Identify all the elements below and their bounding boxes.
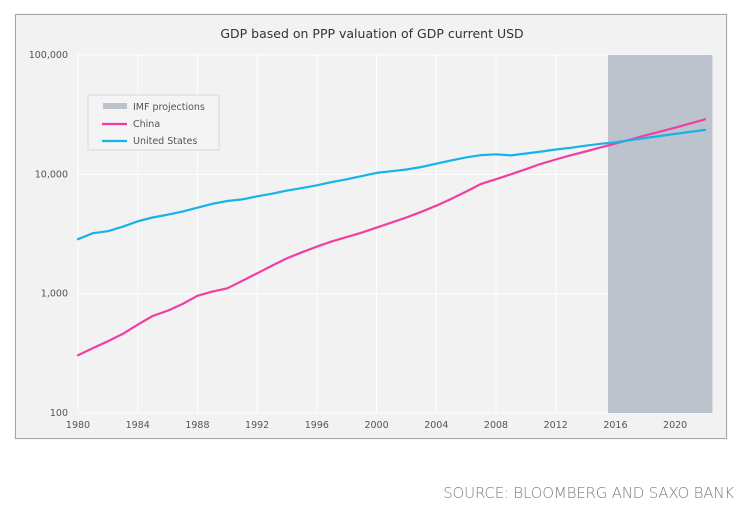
- x-axis: 1980 1984 1988 1992 1996 2000 2004 2008 2012 2016…: [66, 420, 687, 431]
- legend: IMF projections China United States: [87, 94, 220, 151]
- x-tick-label: 1984: [126, 420, 150, 431]
- x-tick-label: 2008: [484, 420, 508, 431]
- x-tick-label: 2016: [603, 420, 627, 431]
- series-lines: [76, 118, 707, 357]
- series-line-united-states: [76, 128, 707, 241]
- x-tick-label: 2000: [364, 420, 388, 431]
- x-tick-label: 1988: [185, 420, 209, 431]
- legend-swatch-imf-projections: [103, 103, 127, 109]
- chart-container: GDP based on PPP valuation of GDP curren…: [15, 14, 727, 439]
- projection-band: [607, 55, 713, 413]
- y-tick-label: 10,000: [35, 169, 68, 180]
- y-axis: 100 1,000 10,000 100,000: [29, 50, 68, 419]
- x-tick-label: 1996: [305, 420, 329, 431]
- legend-label-imf-projections: IMF projections: [133, 102, 205, 113]
- x-tick-label: 2012: [544, 420, 568, 431]
- y-tick-label: 1,000: [41, 289, 68, 300]
- projection-band-layer: [607, 55, 713, 413]
- y-tick-label: 100: [50, 408, 68, 419]
- x-tick-label: 1980: [66, 420, 90, 431]
- series-line-china: [76, 118, 707, 357]
- x-tick-label: 1992: [245, 420, 269, 431]
- chart-title: GDP based on PPP valuation of GDP curren…: [220, 26, 523, 41]
- legend-label-china: China: [133, 119, 160, 130]
- source-caption: SOURCE: BLOOMBERG AND SAXO BANK: [443, 484, 734, 502]
- x-tick-label: 2020: [663, 420, 687, 431]
- x-tick-label: 2004: [424, 420, 448, 431]
- gdp-chart: GDP based on PPP valuation of GDP curren…: [29, 26, 713, 431]
- legend-label-united-states: United States: [133, 136, 197, 147]
- y-tick-label: 100,000: [29, 50, 68, 61]
